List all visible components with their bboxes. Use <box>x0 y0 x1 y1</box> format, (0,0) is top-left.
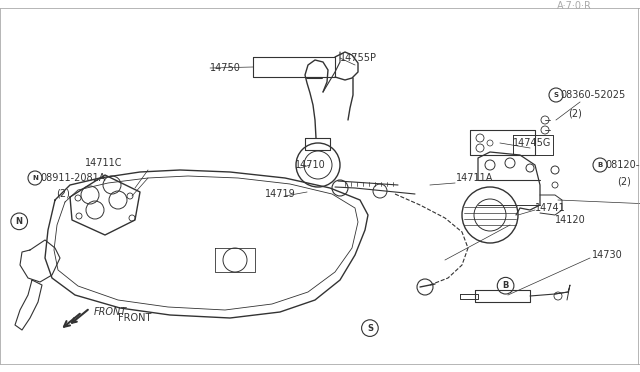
Text: B: B <box>597 162 603 168</box>
Text: S: S <box>367 324 373 333</box>
Text: 14711C: 14711C <box>85 158 122 168</box>
Circle shape <box>549 88 563 102</box>
Text: 08360-52025: 08360-52025 <box>560 90 625 100</box>
Text: 08120-8161E: 08120-8161E <box>605 160 640 170</box>
Text: (2): (2) <box>617 177 631 187</box>
Text: 14750: 14750 <box>210 63 241 73</box>
Text: 14710: 14710 <box>295 160 326 170</box>
Text: (2): (2) <box>56 189 70 199</box>
Text: FRONT: FRONT <box>118 313 152 323</box>
Text: S: S <box>554 92 559 98</box>
Text: FRONT: FRONT <box>94 307 127 317</box>
Text: 14741: 14741 <box>535 203 566 213</box>
Text: 14745G: 14745G <box>513 138 552 148</box>
Circle shape <box>11 213 28 230</box>
Circle shape <box>362 320 378 336</box>
Text: 08911-2081A: 08911-2081A <box>40 173 106 183</box>
Text: (2): (2) <box>568 108 582 118</box>
Text: B: B <box>502 281 509 290</box>
Circle shape <box>593 158 607 172</box>
Text: 14120: 14120 <box>555 215 586 225</box>
Text: 14755P: 14755P <box>340 53 377 63</box>
Text: 14730: 14730 <box>592 250 623 260</box>
Circle shape <box>497 278 514 294</box>
Text: 14711A: 14711A <box>456 173 493 183</box>
Text: N: N <box>32 175 38 181</box>
Text: A·7·0·R: A·7·0·R <box>557 1 591 11</box>
Text: 14719: 14719 <box>265 189 296 199</box>
Circle shape <box>28 171 42 185</box>
Text: N: N <box>16 217 22 226</box>
